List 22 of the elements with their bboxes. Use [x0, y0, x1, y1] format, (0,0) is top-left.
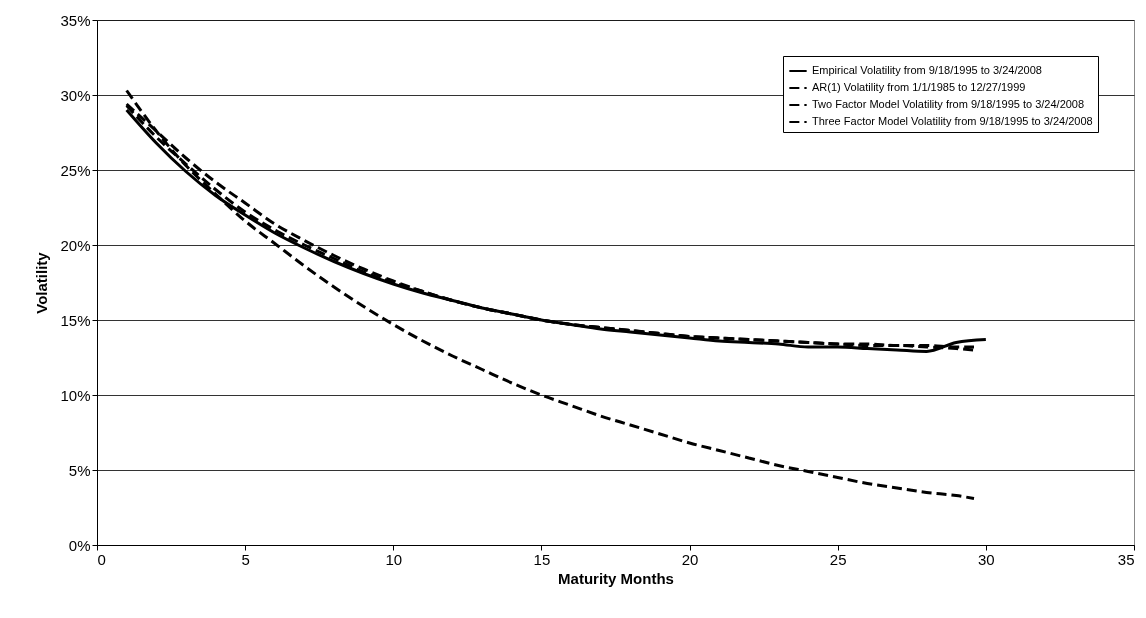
y-axis-title: Volatility	[33, 251, 51, 314]
legend-label: AR(1) Volatility from 1/1/1985 to 12/27/1999	[812, 81, 1026, 93]
y-tick-label: 15%	[60, 311, 91, 329]
y-tick-label: 5%	[68, 461, 91, 479]
legend-label: Two Factor Model Volatility from 9/18/1995 to 3/24/2008	[812, 98, 1085, 110]
legend-label: Three Factor Model Volatility from 9/18/1995 to 3/24/2008	[812, 115, 1093, 127]
x-axis-title: Maturity Months	[558, 569, 674, 587]
y-tick-label: 25%	[60, 161, 91, 179]
x-tick-label: 30	[978, 550, 995, 568]
x-tick-label: 5	[241, 550, 250, 568]
x-tick-label: 20	[681, 550, 699, 568]
x-tick-label: 15	[533, 550, 551, 568]
x-tick-label: 10	[385, 550, 403, 568]
x-tick-label: 35	[1117, 550, 1135, 568]
y-tick-label: 35%	[60, 11, 91, 29]
y-tick-label: 20%	[60, 236, 91, 254]
x-tick-label: 25	[829, 550, 847, 568]
y-tick-label: 10%	[60, 386, 91, 404]
legend-label: Empirical Volatility from 9/18/1995 to 3/24/2008	[812, 64, 1042, 76]
x-tick-label: 0	[97, 550, 106, 568]
y-tick-label: 30%	[60, 86, 91, 104]
y-tick-label: 0%	[68, 536, 91, 554]
